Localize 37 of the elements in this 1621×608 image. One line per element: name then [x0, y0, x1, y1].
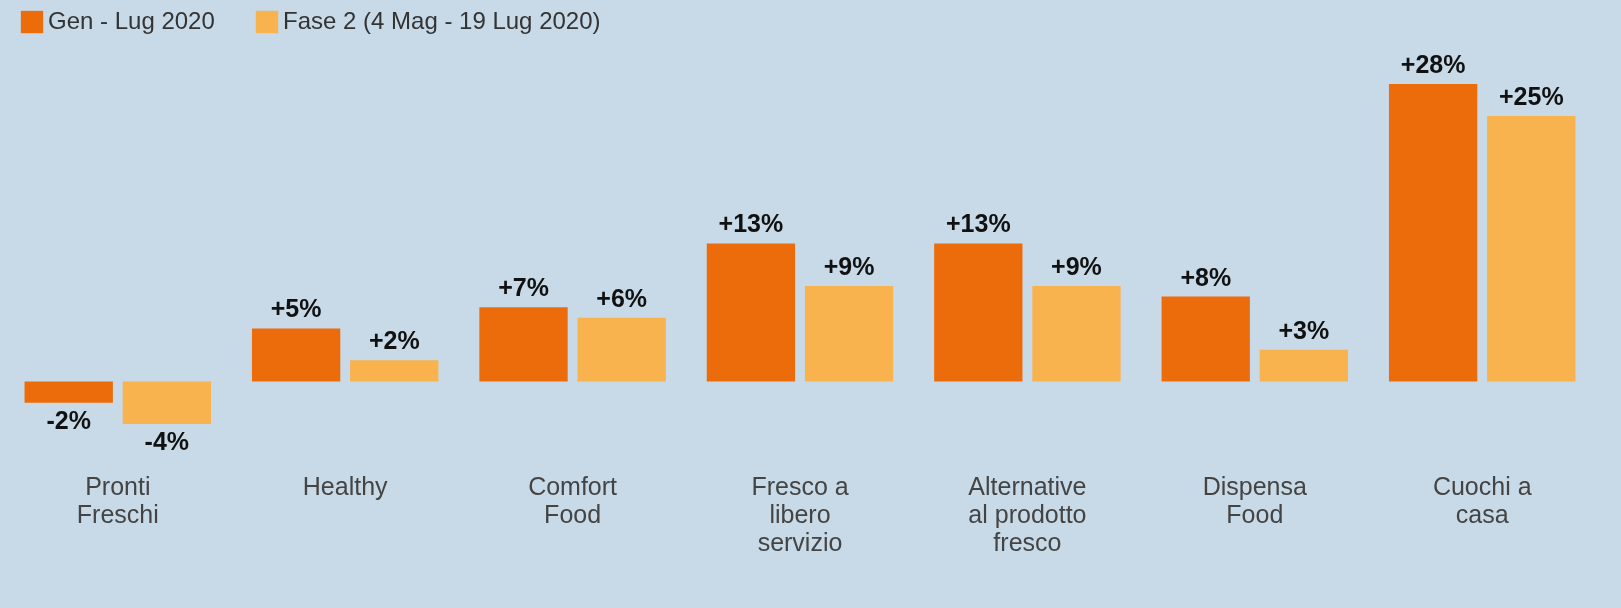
x-tick-label: Fresco a libero servizio	[751, 471, 849, 556]
bar	[122, 381, 212, 424]
bar	[350, 360, 439, 382]
data-label: +6%	[596, 283, 648, 312]
x-tick-label: Healthy	[302, 471, 389, 500]
data-label: +9%	[1051, 251, 1102, 280]
data-label: -4%	[144, 427, 190, 455]
x-tick-label: Cuochi a casa	[1432, 471, 1532, 528]
x-tick-label: Dispensa Food	[1202, 471, 1308, 528]
data-label: +5%	[270, 294, 322, 323]
x-tick-label: Comfort Food	[528, 471, 618, 528]
data-label: +7%	[498, 273, 549, 302]
data-label: +8%	[1180, 262, 1232, 291]
bar	[251, 328, 341, 382]
bar	[577, 317, 666, 382]
bar	[1161, 296, 1250, 382]
data-label: +3%	[1278, 315, 1330, 344]
x-tick-label: Alternative al prodotto fresco	[968, 471, 1087, 556]
data-label: +13%	[718, 209, 784, 238]
legend-label: Fase 2 (4 Mag - 19 Lug 2020)	[283, 7, 601, 34]
bar	[706, 243, 796, 382]
bar	[1032, 285, 1121, 382]
bar	[934, 243, 1023, 382]
bar	[24, 381, 113, 403]
data-label: +28%	[1400, 50, 1466, 78]
data-label: +2%	[368, 326, 420, 355]
bar	[479, 307, 568, 382]
data-label: +9%	[823, 251, 875, 280]
x-tick-label: Pronti Freschi	[76, 471, 159, 528]
data-label: +25%	[1498, 81, 1564, 110]
data-label: +13%	[946, 209, 1011, 238]
bar	[1388, 84, 1478, 382]
bar	[1259, 349, 1349, 382]
bar	[804, 285, 894, 382]
bar	[1487, 115, 1576, 382]
data-label: -2%	[46, 405, 91, 434]
legend-label: Gen - Lug 2020	[48, 7, 215, 34]
